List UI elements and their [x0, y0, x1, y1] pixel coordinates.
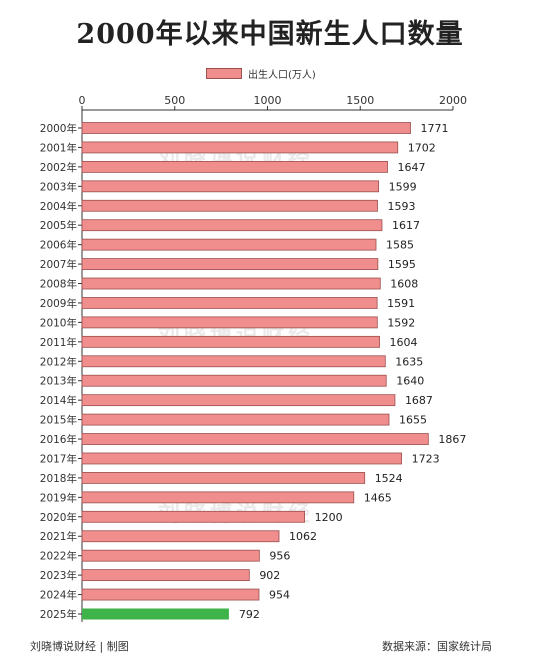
bar	[81, 394, 396, 407]
bar	[81, 472, 366, 484]
data-label: 1062	[289, 530, 317, 543]
category-label: 2017年	[40, 452, 77, 465]
bar	[81, 160, 388, 173]
bar	[81, 530, 280, 543]
bar	[81, 335, 380, 348]
x-tick-label: 2000	[439, 94, 467, 107]
footer-credit: 刘晓博说财经 | 制图	[30, 640, 129, 653]
category-label: 2000年	[40, 122, 77, 135]
category-label: 2019年	[40, 491, 77, 504]
bar	[81, 374, 387, 387]
data-label: 1687	[405, 394, 433, 407]
category-label: 2021年	[40, 530, 77, 543]
bar	[81, 413, 390, 426]
category-label: 2012年	[40, 355, 77, 368]
chart-title: 2000年以来中国新生人口数量	[76, 19, 464, 50]
category-label: 2007年	[40, 258, 77, 271]
bar	[81, 277, 381, 290]
category-label: 2025年	[40, 608, 77, 621]
data-label: 1702	[408, 141, 436, 154]
data-label: 1592	[387, 316, 415, 329]
data-label: 1604	[390, 336, 418, 349]
bar	[81, 122, 411, 134]
category-label: 2014年	[40, 394, 77, 407]
legend: 出生人口(万人)	[206, 66, 316, 81]
bar	[81, 180, 380, 193]
category-label: 2002年	[40, 161, 77, 174]
data-label: 1647	[398, 161, 426, 174]
bar	[81, 258, 379, 270]
bar	[81, 510, 306, 523]
data-label: 1608	[390, 278, 418, 291]
data-label: 1771	[421, 122, 449, 135]
category-label: 2011年	[40, 336, 77, 349]
category-label: 2001年	[40, 141, 77, 154]
category-label: 2023年	[40, 569, 77, 582]
data-label: 902	[259, 569, 280, 582]
bar	[81, 588, 260, 601]
legend-label: 出生人口(万人)	[248, 70, 316, 81]
category-label: 2020年	[40, 511, 77, 524]
data-label: 1465	[364, 491, 392, 504]
bar	[81, 452, 403, 465]
bar-highlight	[82, 608, 229, 620]
bar	[81, 316, 378, 329]
data-label: 1595	[388, 258, 416, 271]
data-label: 1640	[396, 375, 424, 388]
data-label: 1617	[392, 219, 420, 232]
category-label: 2009年	[40, 297, 77, 310]
data-label: 1655	[399, 414, 427, 427]
bar	[81, 549, 260, 562]
bar	[81, 141, 399, 154]
x-tick-label: 1000	[254, 94, 282, 107]
bar	[81, 219, 383, 232]
data-label: 954	[269, 589, 290, 602]
data-label: 792	[239, 608, 260, 621]
data-label: 1599	[389, 180, 417, 193]
bar	[81, 491, 355, 504]
bar	[81, 238, 377, 251]
bar	[81, 355, 386, 368]
footer-source: 数据来源：国家统计局	[382, 640, 492, 653]
x-tick-label: 0	[79, 94, 86, 107]
category-label: 2010年	[40, 316, 77, 329]
x-tick-label: 500	[164, 94, 185, 107]
data-label: 1200	[315, 511, 343, 524]
category-label: 2004年	[40, 200, 77, 213]
category-label: 2018年	[40, 472, 77, 485]
x-tick-label: 1500	[346, 94, 374, 107]
category-label: 2003年	[40, 180, 77, 193]
category-label: 2005年	[40, 219, 77, 232]
category-label: 2015年	[40, 414, 77, 427]
data-label: 1723	[412, 452, 440, 465]
category-label: 2016年	[40, 433, 77, 446]
data-label: 1524	[375, 472, 403, 485]
category-label: 2008年	[40, 278, 77, 291]
bar	[81, 569, 250, 582]
legend-swatch	[206, 68, 242, 79]
data-label: 1591	[387, 297, 415, 310]
data-label: 956	[269, 550, 290, 563]
data-label: 1593	[388, 200, 416, 213]
data-label: 1635	[395, 355, 423, 368]
data-label: 1585	[386, 239, 414, 252]
bar	[81, 297, 378, 309]
category-label: 2006年	[40, 239, 77, 252]
bar	[81, 199, 378, 212]
category-label: 2024年	[40, 589, 77, 602]
bar	[81, 433, 429, 445]
category-label: 2013年	[40, 375, 77, 388]
category-label: 2022年	[40, 550, 77, 563]
data-label: 1867	[438, 433, 466, 446]
